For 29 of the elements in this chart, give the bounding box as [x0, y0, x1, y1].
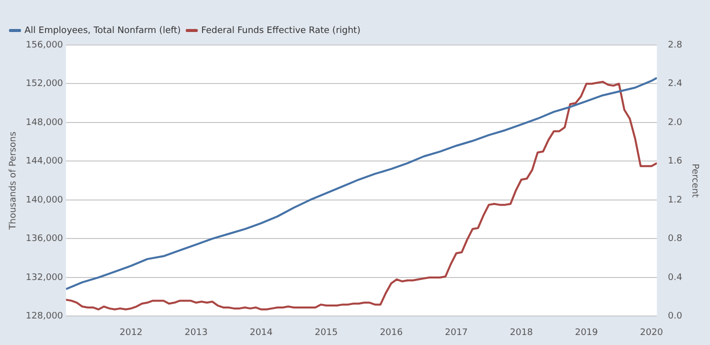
x-tick-label: 2016 — [380, 328, 403, 338]
y-tick-label: 132,000 — [26, 272, 64, 283]
legend-label: Federal Funds Effective Rate (right) — [201, 26, 360, 36]
y2-tick-label: 0.0 — [668, 312, 682, 322]
y-tick-label: 140,000 — [26, 195, 64, 206]
x-tick-label: 2015 — [314, 328, 338, 338]
legend-label: All Employees, Total Nonfarm (left) — [24, 26, 181, 36]
y2-tick-label: 0.8 — [668, 234, 682, 244]
y-tick-label: 156,000 — [26, 40, 64, 50]
y-tick-label: 128,000 — [26, 312, 64, 322]
x-tick-label: 2019 — [574, 328, 598, 338]
y2-tick-label: 1.6 — [668, 156, 682, 167]
y-axis-title: Thousands of Persons — [8, 131, 19, 231]
y2-tick-label: 2.0 — [668, 118, 682, 128]
x-tick-label: 2012 — [120, 328, 143, 338]
y2-axis-title: Percent — [689, 164, 700, 198]
y2-tick-label: 1.2 — [668, 195, 682, 206]
y-tick-label: 144,000 — [26, 156, 64, 167]
y-tick-label: 136,000 — [26, 234, 64, 244]
y2-tick-label: 2.8 — [668, 40, 682, 50]
y2-tick-label: 2.4 — [668, 79, 682, 90]
x-tick-label: 2014 — [250, 328, 273, 338]
y-tick-label: 152,000 — [26, 79, 64, 90]
x-tick-label: 2017 — [444, 328, 468, 338]
y-tick-label: 148,000 — [26, 118, 64, 128]
y2-tick-label: 0.4 — [668, 272, 682, 283]
x-tick-label: 2018 — [510, 328, 534, 338]
x-tick-label: 2020 — [640, 328, 664, 338]
x-tick-label: 2013 — [184, 328, 208, 338]
